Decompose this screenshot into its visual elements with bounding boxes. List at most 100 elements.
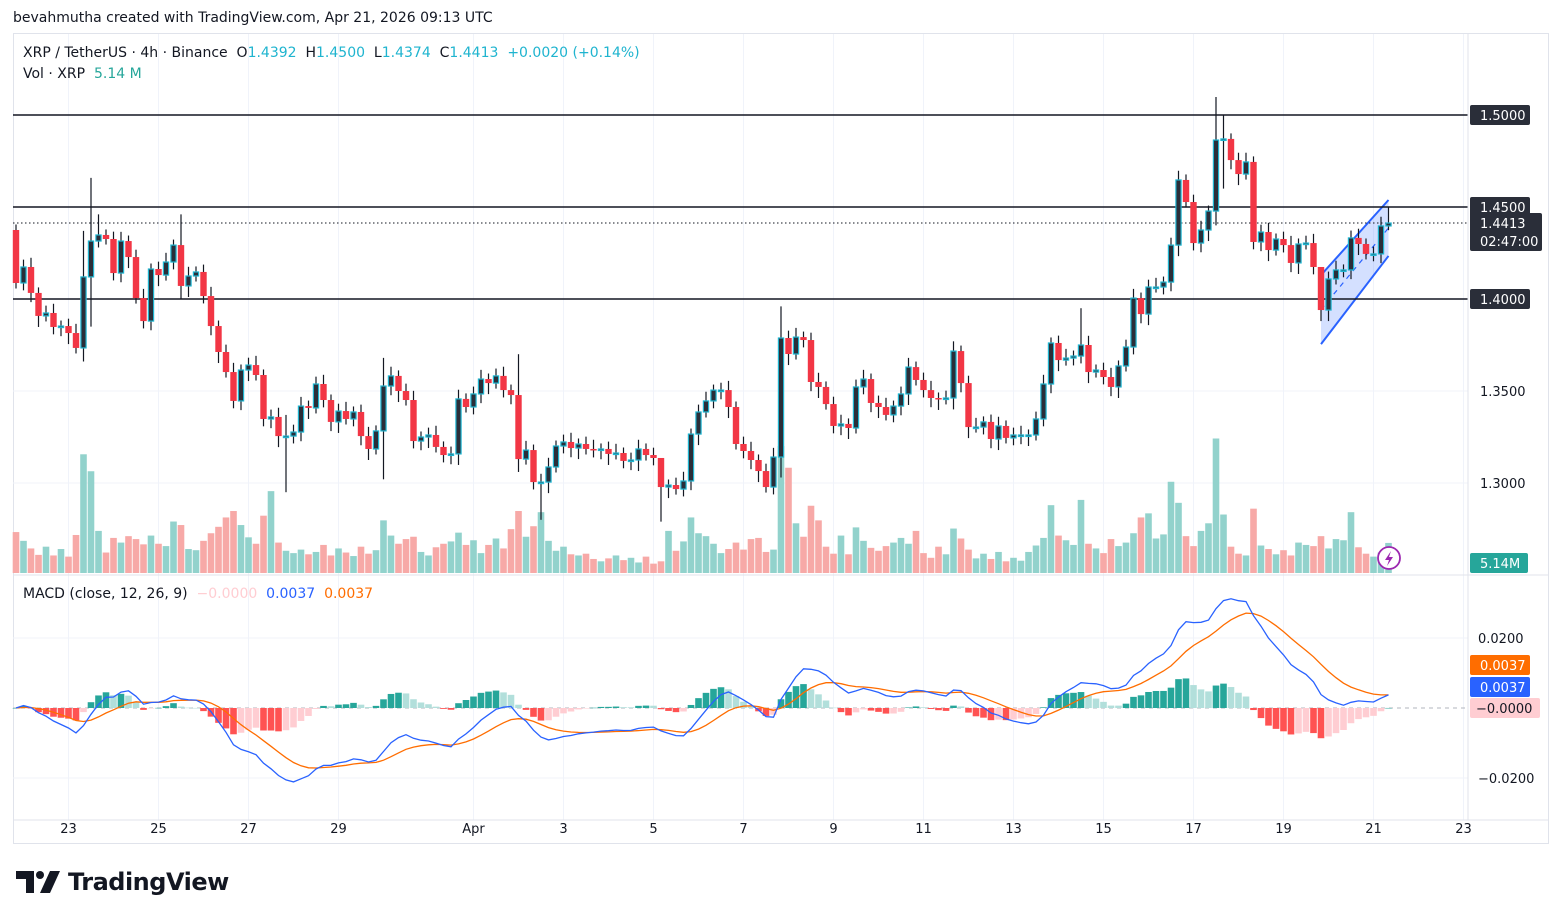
candle-up[interactable] — [42, 312, 50, 317]
candle-up[interactable] — [492, 375, 500, 384]
candle-up[interactable] — [1175, 179, 1182, 246]
candle-down[interactable] — [875, 402, 882, 408]
candle-up[interactable] — [1332, 269, 1340, 280]
candle-down[interactable] — [260, 374, 267, 419]
candle-down[interactable] — [672, 485, 680, 490]
candle-up[interactable] — [1025, 434, 1032, 438]
candle-up[interactable] — [680, 480, 687, 490]
candle-up[interactable] — [387, 375, 395, 387]
candle-down[interactable] — [507, 390, 515, 396]
candle-up[interactable] — [980, 421, 987, 428]
candle-up[interactable] — [1385, 222, 1392, 227]
candle-up[interactable] — [635, 448, 642, 461]
candle-down[interactable] — [12, 230, 20, 283]
candle-down[interactable] — [747, 450, 755, 460]
candle-up[interactable] — [792, 336, 800, 355]
candle-down[interactable] — [1265, 232, 1272, 251]
candle-down[interactable] — [762, 471, 770, 488]
candle-down[interactable] — [230, 372, 237, 401]
candle-up[interactable] — [1377, 225, 1385, 255]
candle-up[interactable] — [1092, 369, 1100, 373]
candle-up[interactable] — [455, 398, 462, 455]
candle-down[interactable] — [1002, 425, 1010, 438]
candle-up[interactable] — [890, 405, 897, 416]
candle-up[interactable] — [95, 234, 102, 242]
candle-down[interactable] — [500, 375, 507, 391]
candle-up[interactable] — [1242, 161, 1250, 175]
candle-up[interactable] — [267, 416, 275, 420]
candle-up[interactable] — [162, 261, 170, 276]
candle-up[interactable] — [57, 325, 65, 329]
candle-up[interactable] — [117, 240, 125, 274]
macd-legend[interactable]: MACD (close, 12, 26, 9) −0.0000 0.0037 0… — [23, 586, 373, 602]
candle-down[interactable] — [815, 381, 822, 387]
candle-down[interactable] — [882, 407, 890, 415]
candle-up[interactable] — [1347, 237, 1355, 271]
candle-up[interactable] — [87, 240, 95, 278]
candle-up[interactable] — [350, 411, 357, 420]
candle-down[interactable] — [342, 411, 350, 419]
candle-down[interactable] — [1100, 370, 1107, 378]
candle-down[interactable] — [102, 234, 110, 240]
candle-up[interactable] — [1070, 355, 1077, 359]
candle-up[interactable] — [710, 389, 717, 402]
candle-down[interactable] — [957, 351, 965, 384]
candle-up[interactable] — [995, 425, 1002, 440]
candle-down[interactable] — [1317, 266, 1325, 311]
candle-up[interactable] — [170, 244, 177, 263]
candle-down[interactable] — [1355, 237, 1362, 244]
candle-up[interactable] — [335, 410, 342, 423]
candle-up[interactable] — [942, 397, 950, 401]
candle-down[interactable] — [1310, 243, 1317, 267]
candle-down[interactable] — [822, 386, 830, 405]
candle-up[interactable] — [665, 484, 672, 488]
candle-up[interactable] — [597, 448, 605, 452]
candle-up[interactable] — [1302, 242, 1310, 246]
candle-down[interactable] — [125, 241, 132, 258]
candle-up[interactable] — [1257, 231, 1265, 243]
candle-down[interactable] — [650, 455, 657, 458]
candle-down[interactable] — [1182, 179, 1190, 203]
candle-up[interactable] — [950, 350, 957, 399]
candle-down[interactable] — [567, 441, 575, 449]
candle-up[interactable] — [237, 369, 245, 402]
candle-down[interactable] — [920, 379, 927, 391]
candle-down[interactable] — [732, 407, 740, 444]
candle-up[interactable] — [1047, 342, 1055, 385]
candle-up[interactable] — [522, 449, 530, 460]
candle-up[interactable] — [1197, 229, 1205, 244]
candle-down[interactable] — [410, 400, 417, 442]
candle-up[interactable] — [1272, 238, 1280, 251]
symbol-legend[interactable]: XRP / TetherUS · 4h · Binance O1.4392 H1… — [23, 45, 640, 61]
candle-up[interactable] — [1295, 243, 1302, 264]
candle-down[interactable] — [912, 367, 920, 380]
candle-down[interactable] — [1362, 243, 1370, 254]
candle-down[interactable] — [155, 269, 162, 276]
candle-down[interactable] — [620, 453, 627, 461]
candle-down[interactable] — [935, 397, 942, 400]
candle-down[interactable] — [1107, 377, 1115, 387]
candle-up[interactable] — [560, 441, 567, 447]
candle-down[interactable] — [440, 446, 447, 456]
candle-up[interactable] — [1062, 357, 1070, 361]
candle-up[interactable] — [282, 435, 290, 439]
candle-up[interactable] — [777, 337, 785, 458]
candle-down[interactable] — [132, 257, 140, 299]
candle-down[interactable] — [605, 448, 612, 454]
candle-up[interactable] — [1077, 344, 1085, 357]
candle-down[interactable] — [1055, 342, 1062, 361]
candle-up[interactable] — [245, 364, 252, 371]
candle-down[interactable] — [222, 351, 230, 373]
candle-down[interactable] — [275, 416, 282, 437]
candle-down[interactable] — [50, 312, 57, 327]
candle-up[interactable] — [612, 452, 620, 456]
candle-up[interactable] — [1130, 297, 1137, 348]
candle-down[interactable] — [357, 411, 365, 437]
candle-up[interactable] — [1220, 138, 1227, 142]
candle-down[interactable] — [530, 450, 537, 483]
candle-down[interactable] — [800, 337, 807, 341]
candle-down[interactable] — [252, 365, 260, 375]
candle-up[interactable] — [417, 436, 425, 442]
candle-down[interactable] — [1085, 345, 1092, 373]
candle-up[interactable] — [627, 459, 635, 463]
